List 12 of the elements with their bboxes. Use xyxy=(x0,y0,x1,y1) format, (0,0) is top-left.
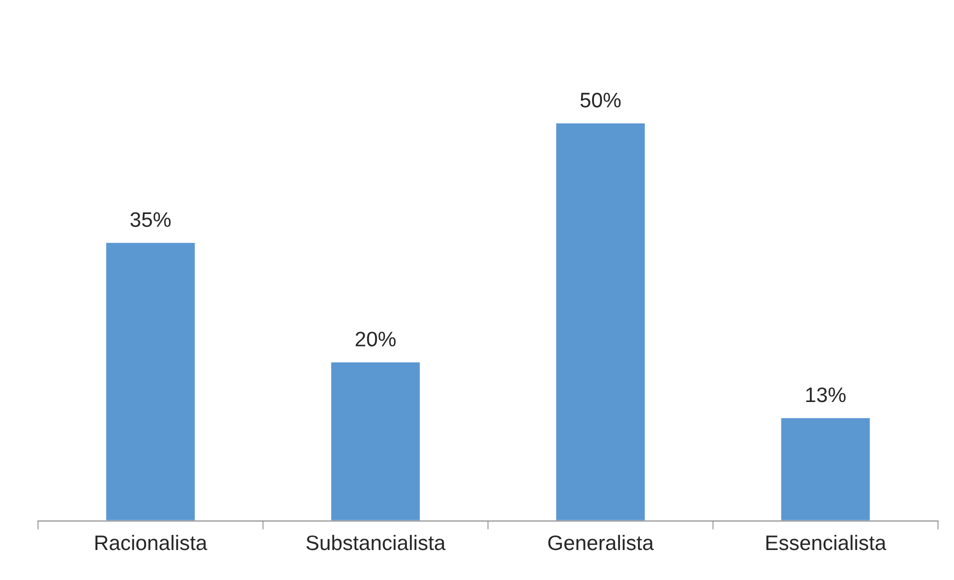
bar xyxy=(554,122,646,521)
x-tick-label: Racionalista xyxy=(95,534,208,550)
bar xyxy=(330,360,422,521)
data-label: 35% xyxy=(130,212,171,227)
x-tick-label: Essencialista xyxy=(766,534,886,550)
data-label: 13% xyxy=(806,387,846,402)
bar xyxy=(104,241,196,521)
x-tick-label: Generalista xyxy=(548,534,654,550)
x-tick-label: Substancialista xyxy=(306,534,446,550)
data-label: 50% xyxy=(580,92,621,108)
bar xyxy=(780,416,872,521)
data-label: 20% xyxy=(356,332,396,346)
